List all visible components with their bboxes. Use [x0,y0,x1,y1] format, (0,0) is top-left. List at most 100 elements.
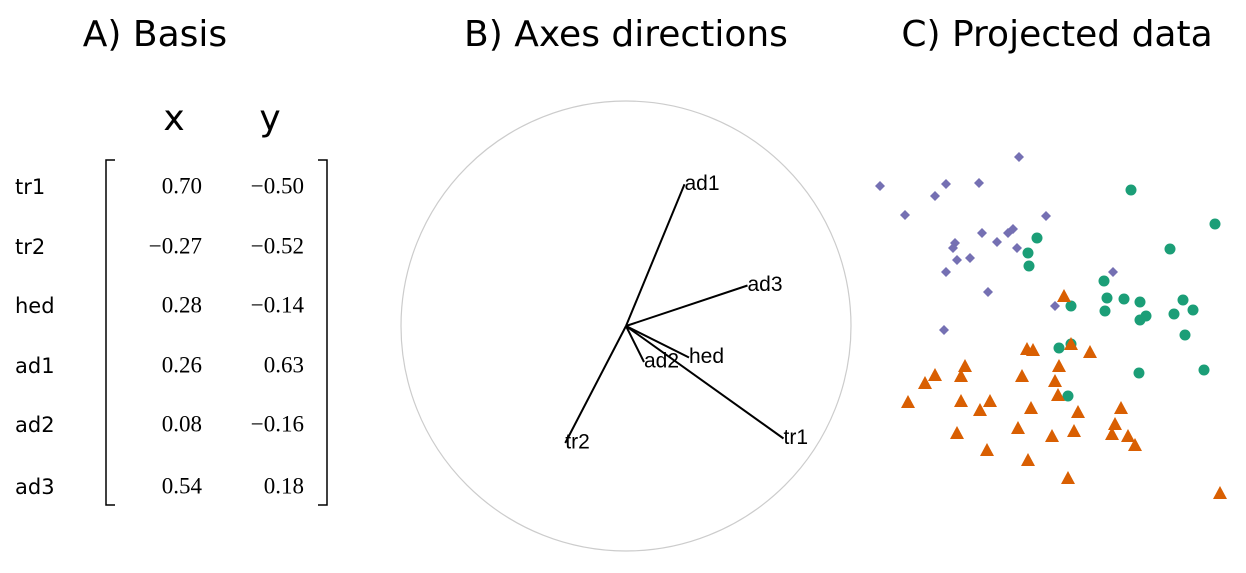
point [954,369,968,382]
point [1164,243,1176,255]
point [983,394,997,407]
panel-a-title: A) Basis [83,14,227,55]
point [1121,429,1135,442]
column-label: x [163,98,184,139]
point [1061,471,1075,484]
point [1083,345,1097,358]
point [1026,343,1040,356]
point [1023,260,1035,272]
axis-label: hed [689,345,724,368]
point [901,395,915,408]
point [918,376,932,389]
row-label: tr2 [15,235,45,259]
point [875,181,885,191]
point [1209,218,1221,230]
point [1134,296,1146,308]
point [1071,405,1085,418]
point [952,255,962,265]
point [1051,388,1065,401]
matrix-cell: −0.52 [251,233,304,258]
point [1179,329,1191,341]
point [992,237,1002,247]
column-label: y [259,98,280,139]
point [1067,424,1081,437]
axis-vector [625,325,645,363]
matrix-cell: 0.28 [162,292,202,317]
matrix-cell: −0.27 [149,233,202,258]
point [1065,300,1077,312]
point [1118,293,1130,305]
point [1134,314,1146,326]
point [1133,367,1145,379]
panel-b-title: B) Axes directions [464,14,788,55]
axis-label: tr1 [784,426,809,449]
point [977,228,987,238]
point [939,325,949,335]
point [983,287,993,297]
point [1015,369,1029,382]
point [1041,211,1051,221]
point [980,443,994,456]
axis-vector [625,284,748,327]
point [900,210,910,220]
axis-label: ad1 [685,172,720,195]
point [941,267,951,277]
point [1014,152,1024,162]
point [948,243,958,253]
axis-vector [625,325,785,440]
row-label: tr1 [15,175,45,199]
point [1125,184,1137,196]
point [1024,401,1038,414]
axis-vector [625,325,690,359]
point [1108,417,1122,430]
point [1098,275,1110,287]
point [941,179,951,189]
axis-vector [564,325,627,444]
matrix-cell: 0.54 [162,473,203,498]
point [954,394,968,407]
matrix-cell: 0.70 [162,173,202,198]
point [1003,228,1013,238]
point [928,368,942,381]
point [1128,438,1142,451]
point [1011,421,1025,434]
point [1187,304,1199,316]
matrix-cell: 0.08 [162,411,202,436]
right-bracket [318,159,328,506]
point [1064,337,1078,350]
point [1213,486,1227,499]
matrix-cell: 0.18 [264,473,304,498]
point [1114,401,1128,414]
row-label: ad1 [15,354,55,378]
row-label: hed [15,294,55,318]
point [1108,267,1118,277]
point [1062,390,1074,402]
point [1168,308,1180,320]
point [950,426,964,439]
left-bracket [105,159,115,506]
matrix-cell: −0.16 [251,411,304,436]
matrix-cell: −0.50 [251,173,304,198]
matrix-cell: 0.63 [264,352,304,377]
axis-label: ad2 [644,350,679,373]
panel-c-title: C) Projected data [901,14,1212,55]
point [1048,374,1062,387]
point [1198,364,1210,376]
axis-label: ad3 [748,273,783,296]
point [1022,247,1034,259]
axis-label: tr2 [565,431,590,454]
point [1031,232,1043,244]
matrix-cell: 0.26 [162,352,202,377]
row-label: ad3 [15,475,55,499]
point [1050,301,1060,311]
point [973,403,987,416]
point [1057,289,1071,302]
point [1105,427,1119,440]
point [965,253,975,263]
axis-vector [625,183,686,327]
unit-circle [400,100,852,552]
point [958,359,972,372]
point [1177,294,1189,306]
point [1052,359,1066,372]
